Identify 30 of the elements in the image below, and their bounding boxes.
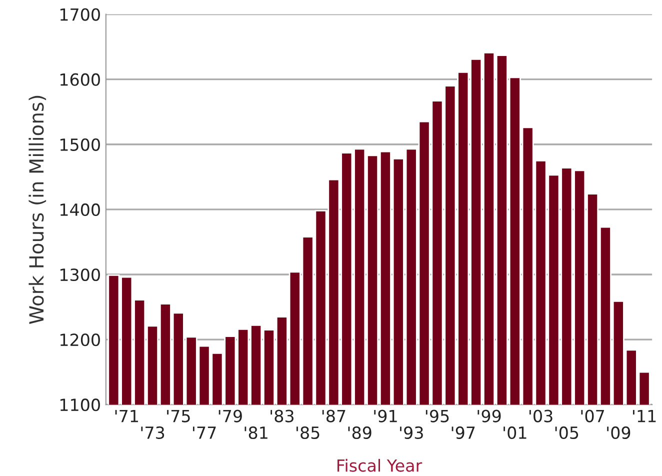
x-tick-label: '99 — [478, 410, 501, 422]
y-tick-label: 1700 — [60, 8, 100, 21]
y-tick-label: 1100 — [60, 398, 100, 412]
x-tick-label: '73 — [141, 426, 164, 440]
x-tick-label: '03 — [529, 410, 552, 422]
x-tick-label: '91 — [374, 410, 397, 422]
x-tick-label: '89 — [348, 426, 372, 440]
y-tick-label: 1300 — [60, 268, 100, 282]
x-tick-label: '93 — [400, 426, 423, 440]
y-tick-label: 1200 — [60, 334, 100, 346]
x-tick-label: '75 — [167, 410, 190, 422]
x-tick-label: '07 — [581, 410, 604, 422]
x-tick-label: '01 — [504, 426, 526, 440]
x-tick-label: '05 — [555, 426, 578, 440]
x-tick-label: '81 — [244, 426, 268, 440]
x-tick-label: '09 — [607, 426, 630, 440]
y-axis-title: Work Hours (in Millions) — [28, 96, 46, 324]
x-tick-label: '95 — [426, 410, 449, 422]
x-tick-label: '71 — [115, 410, 138, 422]
x-tick-label: '11 — [633, 410, 656, 422]
x-tick-label: '83 — [270, 410, 294, 422]
x-tick-label: '79 — [218, 410, 242, 422]
x-axis-title: Fiscal Year — [337, 458, 422, 472]
x-tick-label: '87 — [322, 410, 346, 422]
x-tick-label: '97 — [452, 426, 475, 440]
x-tick-label: '85 — [296, 426, 320, 440]
y-tick-label: 1500 — [60, 138, 100, 151]
y-tick-label: 1400 — [60, 203, 100, 216]
y-tick-label: 1600 — [60, 73, 100, 86]
x-tick-label: '77 — [192, 426, 216, 439]
